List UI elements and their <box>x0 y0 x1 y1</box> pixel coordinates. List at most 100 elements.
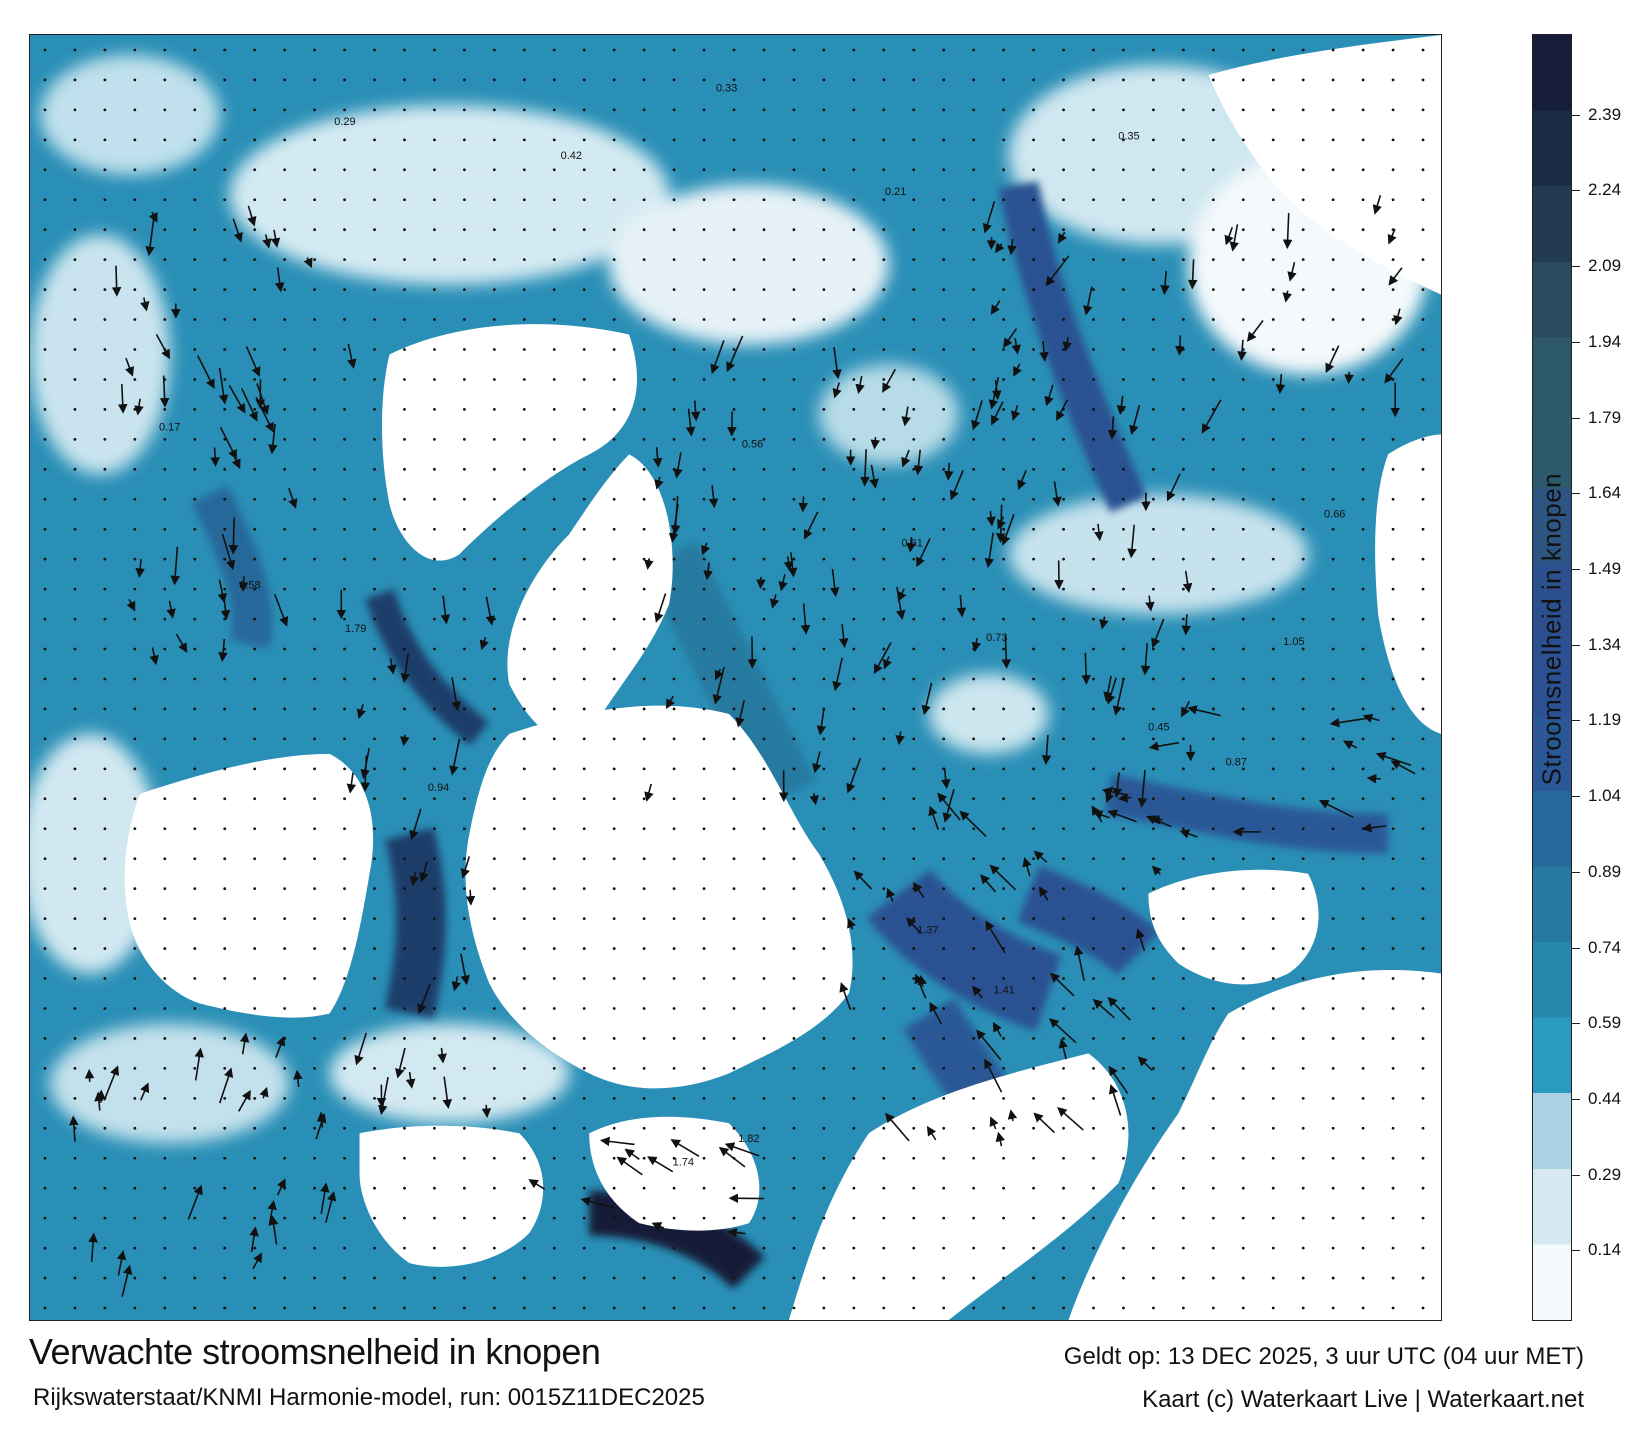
grid-dot <box>343 1066 346 1070</box>
grid-dot <box>1361 1096 1365 1100</box>
grid-dot <box>1002 737 1006 741</box>
current-arrow <box>654 593 667 623</box>
grid-dot <box>882 108 886 112</box>
current-arrow <box>1107 809 1137 823</box>
current-arrow <box>170 546 180 586</box>
grid-dot <box>373 1066 376 1070</box>
grid-dot <box>313 917 316 921</box>
grid-dot <box>223 1246 227 1250</box>
current-arrow <box>901 449 911 468</box>
grid-dot <box>612 707 616 711</box>
current-arrow <box>1074 945 1085 981</box>
grid-dot <box>1062 348 1065 351</box>
grid-dot <box>702 1306 706 1310</box>
grid-dot <box>972 1246 976 1250</box>
grid-dot <box>1152 1276 1155 1280</box>
grid-dot <box>1421 437 1425 441</box>
grid-dot <box>732 408 736 411</box>
grid-dot <box>1032 737 1035 741</box>
grid-dot <box>1002 827 1006 831</box>
grid-dot <box>1241 198 1245 202</box>
grid-dot <box>1391 168 1395 172</box>
current-arrow <box>1129 404 1141 436</box>
grid-dot <box>1331 977 1335 980</box>
grid-dot <box>792 198 796 202</box>
grid-dot <box>462 318 466 321</box>
grid-dot <box>313 1037 316 1040</box>
grid-dot <box>972 917 976 921</box>
grid-dot <box>1181 1066 1185 1070</box>
grid-dot <box>882 198 886 202</box>
grid-dot <box>1361 677 1365 681</box>
grid-dot <box>1301 288 1305 292</box>
grid-dot <box>492 1246 496 1250</box>
grid-dot <box>582 48 586 52</box>
grid-dot <box>1092 288 1095 292</box>
grid-dot <box>612 1037 616 1040</box>
current-arrow <box>735 699 745 728</box>
grid-dot <box>1331 1096 1335 1100</box>
current-arrow <box>1007 1109 1018 1122</box>
grid-dot <box>283 1126 287 1130</box>
grid-dot <box>462 1306 466 1310</box>
grid-dot <box>762 1246 766 1250</box>
grid-dot <box>792 797 796 801</box>
grid-dot <box>552 258 556 262</box>
grid-dot <box>1002 48 1006 52</box>
current-arrow <box>360 748 370 780</box>
grid-dot <box>193 527 197 531</box>
grid-dot <box>612 557 616 561</box>
land-east <box>1068 969 1441 1320</box>
grid-dot <box>163 1306 167 1310</box>
grid-dot <box>1002 917 1006 921</box>
grid-dot <box>552 947 556 950</box>
grid-dot <box>103 48 107 52</box>
grid-dot <box>1211 1246 1215 1250</box>
grid-dot <box>1391 707 1395 711</box>
grid-dot <box>612 318 616 321</box>
grid-dot <box>912 288 916 292</box>
grid-dot <box>492 1216 496 1220</box>
grid-dot <box>403 318 406 321</box>
grid-dot <box>1002 977 1006 980</box>
grid-dot <box>1331 258 1335 262</box>
grid-dot <box>223 827 227 831</box>
grid-dot <box>253 288 257 292</box>
grid-dot <box>582 617 586 621</box>
grid-dot <box>73 1007 77 1010</box>
grid-dot <box>403 1216 406 1220</box>
current-arrow <box>1094 523 1104 542</box>
grid-dot <box>1301 78 1305 82</box>
grid-dot <box>762 737 766 741</box>
current-arrow <box>219 426 237 460</box>
grid-dot <box>942 48 946 52</box>
grid-dot <box>343 857 346 861</box>
grid-dot <box>1301 557 1305 561</box>
grid-dot <box>223 228 227 232</box>
grid-dot <box>1092 1037 1095 1040</box>
grid-dot <box>133 198 137 202</box>
grid-dot <box>1062 378 1065 381</box>
grid-dot <box>253 1066 257 1070</box>
grid-dot <box>1152 258 1155 262</box>
grid-dot <box>702 707 706 711</box>
grid-dot <box>1152 797 1155 801</box>
grid-dot <box>1331 378 1335 381</box>
grid-dot <box>403 78 406 82</box>
grid-dot <box>1301 1007 1305 1010</box>
grid-dot <box>133 408 137 411</box>
grid-dot <box>642 228 646 232</box>
grid-dot <box>792 78 796 82</box>
grid-dot <box>1062 467 1065 471</box>
grid-dot <box>103 1276 107 1280</box>
grid-dot <box>343 288 346 292</box>
grid-dot <box>223 497 227 501</box>
grid-dot <box>193 78 197 82</box>
grid-dot <box>1032 887 1035 891</box>
grid-dot <box>1301 1246 1305 1250</box>
grid-dot <box>1211 587 1215 591</box>
grid-dot <box>582 1246 586 1250</box>
grid-dot <box>343 318 346 321</box>
grid-dot <box>1211 527 1215 531</box>
current-arrow <box>196 355 215 389</box>
